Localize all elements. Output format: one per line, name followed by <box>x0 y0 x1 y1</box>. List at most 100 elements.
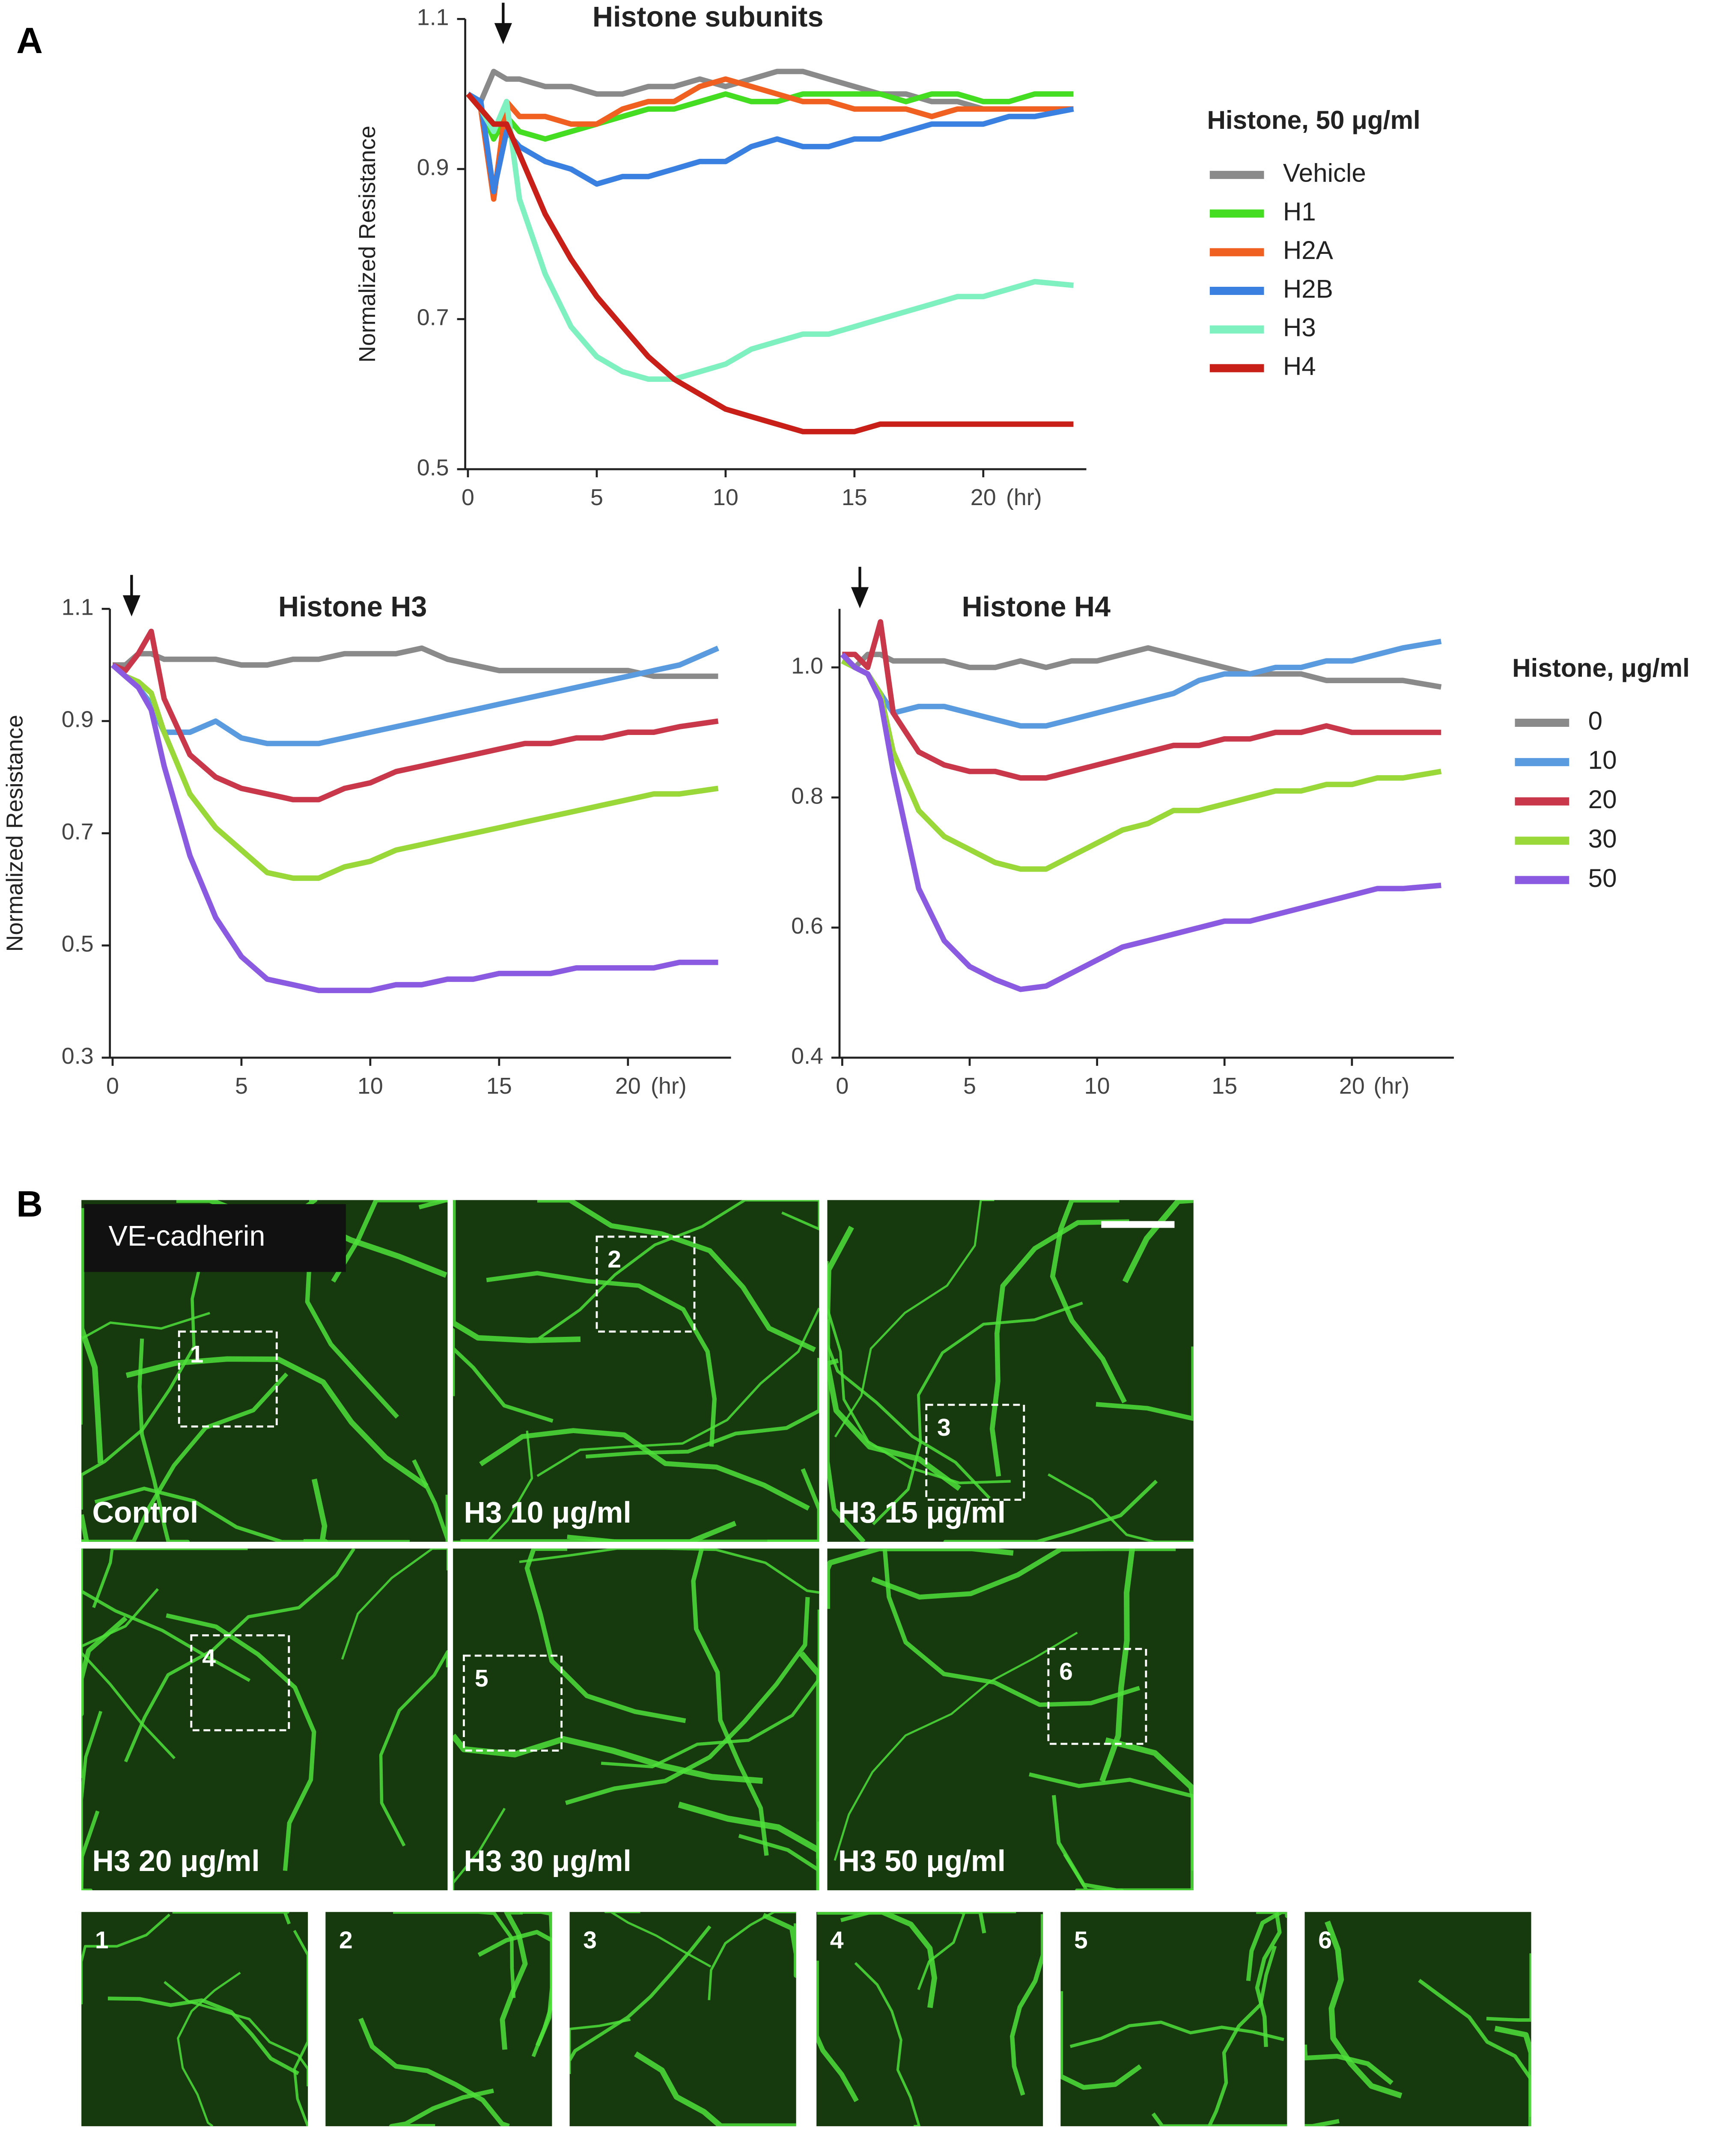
membrane <box>1029 1772 1194 1871</box>
panel-caption: Control <box>92 1496 199 1529</box>
inset-bg <box>1060 1912 1287 2127</box>
membrane <box>358 2017 510 2127</box>
roi-box <box>178 1330 278 1428</box>
y-tick-label: 0.3 <box>62 1043 94 1069</box>
membrane <box>1052 1795 1194 1890</box>
chart-title: Histone subunits <box>593 1 824 33</box>
x-tick-label: 10 <box>713 485 738 510</box>
membrane <box>341 1548 448 1660</box>
chart-title: Histone H4 <box>962 591 1111 623</box>
membrane <box>1304 2119 1340 2127</box>
membrane <box>827 1358 866 1542</box>
membrane <box>1304 2043 1394 2085</box>
membrane <box>1060 1991 1142 2090</box>
y-tick-label: 0.6 <box>791 913 823 939</box>
membrane <box>816 1960 859 2103</box>
panel-caption: H3 15 μg/ml <box>838 1496 1006 1529</box>
membrane <box>524 1548 686 1723</box>
membrane <box>81 1514 89 1542</box>
inset-bg <box>81 1912 308 2127</box>
membranes <box>81 1912 308 2127</box>
roi-label: 2 <box>607 1246 621 1273</box>
panel-label: B <box>16 1184 43 1225</box>
membrane <box>486 1271 717 1447</box>
membrane <box>519 1548 819 1594</box>
x-tick-label: 0 <box>836 1073 849 1099</box>
membrane <box>989 1219 1129 1477</box>
micrograph: H3 30 μg/ml 5 <box>453 1548 819 1890</box>
membrane <box>1099 1548 1135 1782</box>
roi-box <box>190 1634 290 1731</box>
roi-box <box>1047 1648 1147 1745</box>
x-tick-label: 10 <box>1084 1073 1110 1099</box>
data-line <box>111 628 719 803</box>
inset-label: 4 <box>830 1926 844 1954</box>
roi-label: 1 <box>190 1341 204 1368</box>
data-line <box>466 91 1074 142</box>
legend-title: Histone, 50 μg/ml <box>1207 106 1420 134</box>
membrane <box>678 1801 819 1890</box>
membrane <box>81 1252 205 1510</box>
membrane <box>827 1319 991 1499</box>
membranes <box>827 1548 1194 1890</box>
stain-label: VE-cadherin <box>109 1220 265 1252</box>
panel-caption: H3 20 μg/ml <box>92 1844 260 1877</box>
micrograph: H3 15 μg/ml 3 <box>827 1200 1194 1542</box>
y-axis-label: Normalized Resistance <box>354 125 380 363</box>
membrane <box>412 1459 448 1542</box>
data-line <box>840 652 1441 992</box>
membrane <box>1418 1978 1531 2117</box>
micrograph-bg <box>453 1548 819 1890</box>
micrograph-bg <box>81 1548 448 1890</box>
data-line <box>110 663 718 994</box>
legend-label: H2A <box>1283 236 1334 265</box>
x-tick-label: 5 <box>590 485 603 510</box>
membrane <box>293 1930 308 2127</box>
membrane <box>1246 1912 1287 1981</box>
membrane <box>1050 1200 1127 1404</box>
membrane <box>827 1226 962 1491</box>
panel-caption: H3 30 μg/ml <box>464 1844 631 1877</box>
membrane <box>738 1821 819 1890</box>
y-tick-label: 0.5 <box>417 455 449 480</box>
data-line <box>466 92 1074 434</box>
membrane <box>453 1200 581 1343</box>
membrane <box>1325 1920 1402 2099</box>
membrane <box>1048 1473 1194 1542</box>
roi-box <box>463 1654 563 1752</box>
x-axis-label: (hr) <box>1006 485 1042 510</box>
y-tick-label: 0.5 <box>62 931 94 957</box>
membrane <box>1105 1737 1194 1890</box>
membrane <box>81 1616 128 1717</box>
membrane <box>1122 1200 1194 1283</box>
membrane <box>304 1200 399 1419</box>
panel-caption: H3 10 μg/ml <box>464 1496 631 1529</box>
membrane <box>107 1996 300 2075</box>
membrane <box>569 2018 631 2074</box>
membrane <box>389 2088 494 2127</box>
data-line <box>110 663 719 881</box>
membrane <box>81 1913 171 2005</box>
membrane <box>1207 1945 1277 2127</box>
membrane <box>453 1734 763 1784</box>
membrane <box>177 1972 241 2127</box>
membrane <box>781 1200 819 1231</box>
membranes <box>358 1912 552 2127</box>
x-tick-label: 5 <box>235 1073 248 1099</box>
membrane <box>393 1912 516 1998</box>
data-line <box>466 76 1074 202</box>
inset-label: 3 <box>583 1926 597 1954</box>
inset-label: 5 <box>1074 1926 1088 1954</box>
x-tick-label: 15 <box>1212 1073 1237 1099</box>
roi-box <box>596 1235 696 1333</box>
micrograph: H3 50 μg/ml 6 <box>827 1548 1194 1890</box>
y-tick-label: 1.1 <box>62 595 94 620</box>
membrane <box>81 1711 103 1890</box>
panel-caption: H3 50 μg/ml <box>838 1844 1006 1877</box>
membranes <box>1304 1920 1531 2127</box>
membrane <box>827 1548 1014 1609</box>
membranes <box>453 1548 819 1890</box>
legend-title: Histone, μg/ml <box>1512 654 1690 682</box>
membrane <box>92 1548 248 1608</box>
